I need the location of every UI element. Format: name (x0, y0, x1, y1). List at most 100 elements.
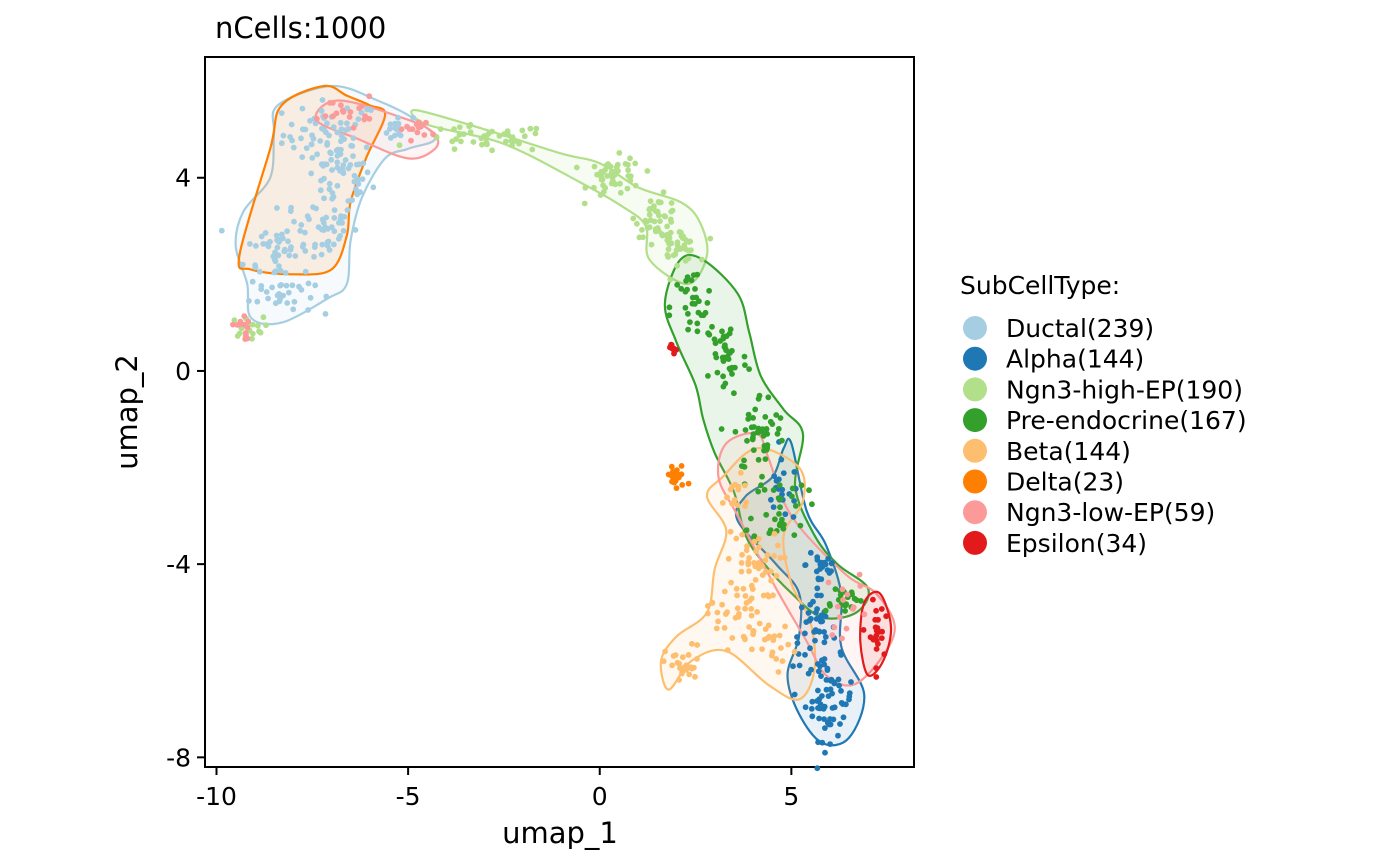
data-point (350, 153, 356, 160)
data-point (291, 218, 297, 225)
data-point (272, 255, 278, 262)
data-point (451, 126, 457, 133)
data-point (722, 611, 729, 617)
data-point (409, 126, 416, 133)
data-point (694, 328, 701, 335)
data-point (657, 218, 663, 225)
data-point (779, 486, 786, 493)
data-point (720, 358, 727, 364)
data-point (851, 595, 858, 602)
data-point (778, 645, 784, 651)
data-point (509, 142, 515, 149)
data-point (733, 535, 740, 542)
data-point (285, 289, 292, 296)
data-point (873, 607, 879, 614)
data-point (479, 141, 485, 148)
data-point (346, 114, 353, 120)
data-point (288, 121, 295, 128)
data-point (685, 652, 692, 658)
legend-label: Delta(23) (1006, 468, 1124, 497)
data-point (674, 262, 680, 269)
legend-label: Ngn3-high-EP(190) (1006, 375, 1243, 404)
data-point (767, 568, 774, 575)
data-point (748, 515, 754, 522)
data-point (478, 135, 485, 142)
data-point (832, 586, 839, 592)
data-point (807, 601, 814, 608)
data-point (822, 613, 829, 620)
data-point (348, 142, 354, 149)
data-point (305, 307, 311, 313)
data-point (671, 350, 677, 357)
data-point (647, 198, 654, 205)
data-point (770, 504, 777, 510)
data-point (319, 97, 326, 103)
data-point (483, 135, 490, 142)
data-point (811, 629, 817, 635)
data-point (712, 340, 719, 347)
data-point (317, 187, 324, 194)
data-point (761, 443, 768, 449)
data-point (278, 140, 285, 147)
data-point (809, 698, 816, 705)
data-point (640, 234, 646, 241)
data-point (791, 648, 798, 655)
data-point (532, 130, 539, 137)
data-point (366, 115, 373, 122)
data-point (410, 114, 416, 121)
cluster-hull-ngn3-high-ep (410, 108, 709, 286)
data-point (878, 635, 885, 641)
data-point (591, 163, 598, 170)
data-point (312, 120, 319, 127)
data-point (527, 125, 534, 132)
data-point (741, 464, 748, 470)
data-point (283, 282, 290, 289)
data-point (364, 106, 371, 112)
data-point (260, 314, 267, 321)
legend-item-ngn3-low-ep: Ngn3-low-EP(59) (963, 498, 1215, 527)
data-point (813, 568, 820, 575)
plot-area (204, 56, 915, 772)
data-point (503, 138, 509, 145)
data-point (292, 253, 299, 259)
data-point (600, 189, 607, 195)
data-point (689, 640, 695, 647)
data-point (704, 610, 711, 617)
data-point (874, 625, 881, 631)
cluster-hull-delta (237, 84, 387, 276)
data-point (779, 658, 786, 664)
data-point (714, 609, 721, 616)
data-point (755, 488, 762, 495)
data-point (282, 270, 289, 276)
data-point (750, 431, 757, 438)
data-point (750, 447, 757, 453)
data-point (745, 411, 752, 418)
data-point (791, 469, 798, 475)
data-point (669, 207, 676, 214)
data-point (519, 127, 526, 134)
data-point (819, 739, 826, 746)
data-point (849, 591, 855, 598)
data-point (734, 502, 741, 508)
data-point (809, 713, 816, 720)
data-point (253, 243, 259, 249)
data-point (761, 486, 768, 493)
data-point (311, 253, 317, 260)
data-point (775, 669, 782, 675)
data-point (335, 146, 341, 153)
data-point (326, 132, 332, 139)
data-point (241, 313, 248, 319)
data-point (680, 235, 686, 242)
data-point (630, 215, 637, 222)
data-point (797, 522, 804, 529)
data-point (843, 701, 849, 708)
data-point (742, 427, 749, 433)
data-point (713, 625, 720, 632)
x-tick-label: 0 (592, 782, 608, 811)
data-point (624, 185, 631, 192)
data-point (683, 667, 689, 673)
data-point (326, 180, 333, 187)
data-point (807, 549, 814, 556)
data-point (656, 212, 662, 219)
data-point (314, 151, 320, 158)
